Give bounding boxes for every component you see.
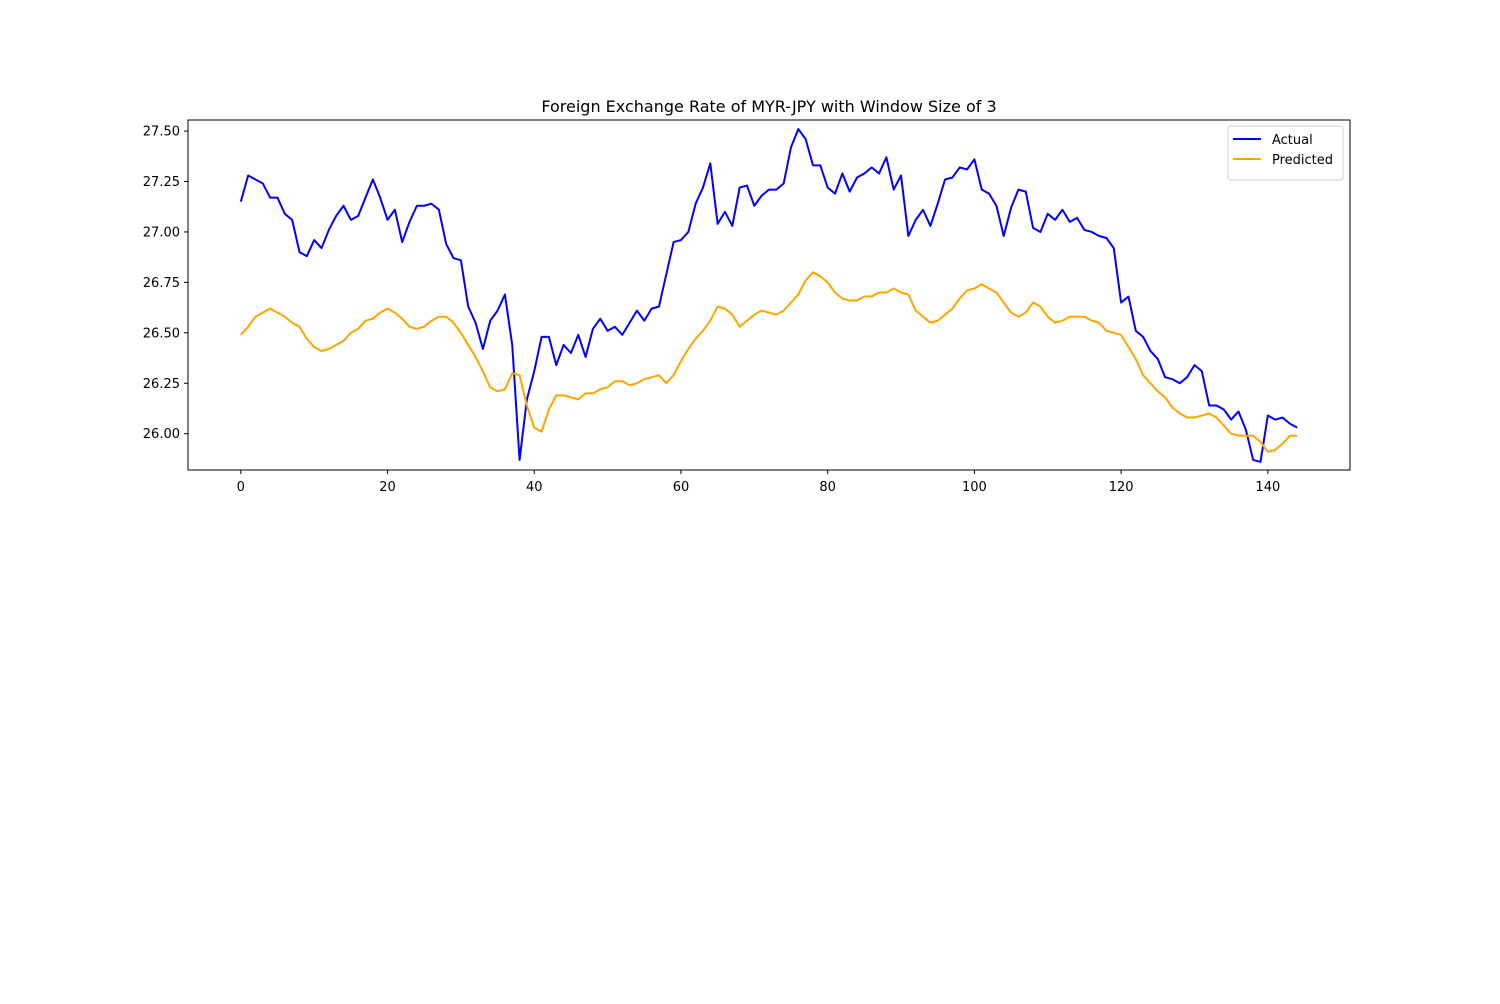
y-tick-label: 26.00 <box>143 427 180 442</box>
y-tick-label: 27.50 <box>143 125 180 140</box>
y-tick-label: 26.25 <box>143 377 180 392</box>
x-tick-label: 60 <box>673 480 690 495</box>
x-tick-label: 100 <box>962 480 987 495</box>
y-tick-label: 26.75 <box>143 276 180 291</box>
y-tick-label: 26.50 <box>143 326 180 341</box>
x-tick-label: 140 <box>1255 480 1280 495</box>
x-axis: 0 20 40 60 80 100 120 140 <box>237 470 1280 495</box>
legend: Actual Predicted <box>1227 125 1344 181</box>
y-axis: 26.00 26.25 26.50 26.75 27.00 27.25 27.50 <box>143 125 188 442</box>
legend-label-actual: Actual <box>1272 133 1313 148</box>
chart-title: Foreign Exchange Rate of MYR-JPY with Wi… <box>541 97 996 116</box>
x-tick-label: 120 <box>1109 480 1134 495</box>
x-tick-label: 80 <box>819 480 836 495</box>
series-line-actual <box>239 128 1298 463</box>
x-tick-label: 20 <box>379 480 396 495</box>
axes-frame <box>187 119 1351 471</box>
x-tick-label: 40 <box>526 480 543 495</box>
y-tick-label: 27.00 <box>143 225 180 240</box>
legend-label-predicted: Predicted <box>1272 153 1333 168</box>
y-tick-label: 27.25 <box>143 175 180 190</box>
plot-area <box>239 128 1298 463</box>
series-line-predicted <box>240 271 1298 453</box>
x-tick-label: 0 <box>237 480 245 495</box>
